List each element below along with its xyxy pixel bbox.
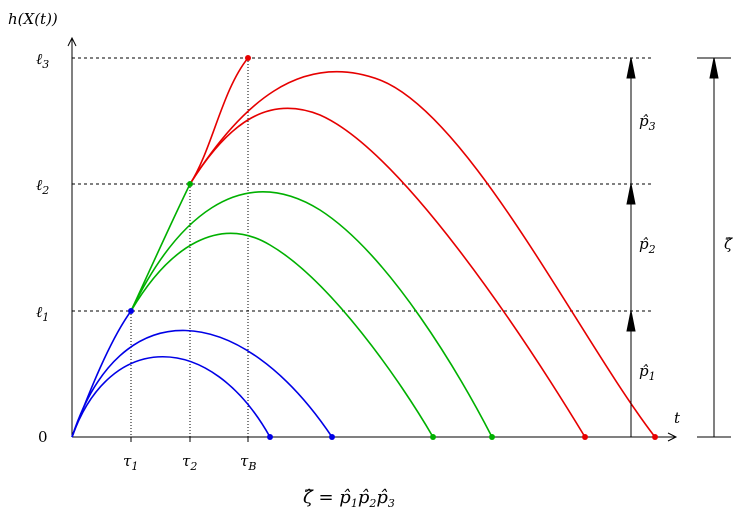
trajectory-points [128,55,658,440]
stage-1-trajectory-a [71,329,333,438]
stage-2-end-point-a [489,434,495,440]
stage-2-trajectory-b [130,232,434,438]
level-1-hit-point [128,308,134,314]
stage-3-end-point-a [652,434,658,440]
stage-1-trajectories [71,310,333,438]
x-axis-label: t [674,409,681,427]
stage-1-end-point-a [329,434,335,440]
stage-1-trajectory-b [71,356,271,438]
stage-2-trajectories [130,183,493,438]
zeta-hat-label: ζ̂ [724,235,733,253]
zeta-hat-arrowhead [709,57,719,79]
p-hat-3-label: p̂3 [639,112,656,133]
y-axis-arrowhead [67,36,77,47]
y-axis-title: h(X(t)) [8,10,58,28]
stage-1-trajectory-hit [71,310,132,438]
level-3-hit-point [245,55,251,61]
formula-lhs: ζ̂ [303,487,314,508]
level-2-hit-point [187,181,193,187]
stage-3-trajectory-b [189,107,586,438]
p-hat-2-arrowhead [626,183,636,205]
p-hat-1-arrowhead [626,310,636,332]
axes [67,36,678,442]
formula: ζ̂ = p̂1p̂2p̂3 [303,487,395,510]
probability-arrows [626,57,636,437]
formula-equals: = [313,487,340,508]
p-hat-1-label: p̂1 [639,362,656,383]
guide-lines [72,57,652,437]
tau-b-label: τB [240,452,256,473]
stage-3-trajectory-hit [189,57,249,185]
origin-label: 0 [38,428,48,446]
stage-1-end-point-b [267,434,273,440]
stage-3-trajectories [189,57,656,438]
zeta-hat-arrow [697,57,731,438]
stage-3-end-point-b [582,434,588,440]
stage-2-end-point-b [430,434,436,440]
tau-2-label: τ2 [182,452,197,473]
x-axis-arrowhead [667,432,678,442]
p-hat-2-label: p̂2 [639,235,656,256]
p-hat-3-arrowhead [626,57,636,79]
level-3-label: ℓ3 [36,50,49,71]
level-2-label: ℓ2 [36,176,49,197]
stage-2-trajectory-a [130,191,493,438]
level-1-label: ℓ1 [36,303,49,324]
tau-1-label: τ1 [123,452,138,473]
stage-3-trajectory-a [189,70,656,438]
